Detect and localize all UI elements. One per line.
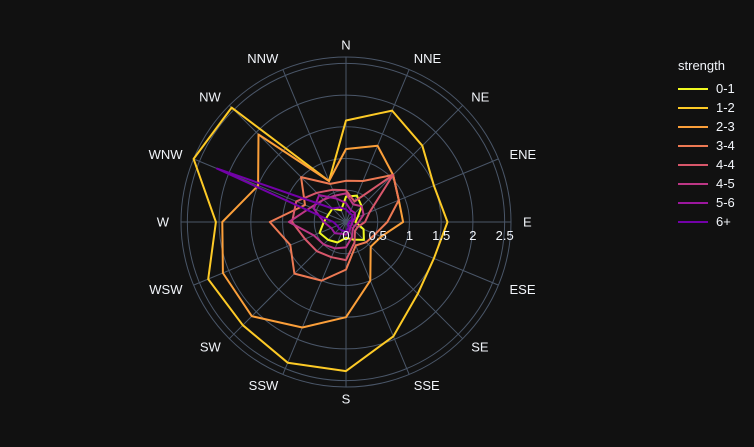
legend: strength 0-1 1-2 2-3 3-4 4-4 4-5 5-6 6+	[668, 58, 735, 231]
angular-tick-label: E	[523, 215, 532, 230]
legend-label: 1-2	[716, 100, 735, 115]
angular-tick-label: SE	[471, 340, 489, 355]
legend-label: 3-4	[716, 138, 735, 153]
legend-item[interactable]: 1-2	[668, 98, 735, 117]
radial-tick-label: 0.5	[369, 228, 387, 243]
angular-gridline	[282, 221, 347, 375]
angular-tick-label: SW	[200, 340, 222, 355]
legend-label: 2-3	[716, 119, 735, 134]
legend-item[interactable]: 2-3	[668, 117, 735, 136]
legend-swatch	[678, 125, 708, 128]
legend-swatch	[678, 87, 708, 90]
angular-tick-label: NNE	[414, 51, 442, 66]
legend-item[interactable]: 4-4	[668, 155, 735, 174]
angular-tick-label: NW	[199, 89, 221, 104]
legend-label: 4-4	[716, 157, 735, 172]
radial-tick-label: 1.5	[432, 228, 450, 243]
series-line-0-1	[318, 194, 365, 244]
angular-gridline	[345, 221, 410, 375]
angular-tick-label: NE	[471, 89, 489, 104]
axis-labels: N NNE NE ENE E ESE SE SSE S SSW SW WSW W WNW NW NNW 0 0.5…	[149, 38, 537, 407]
legend-item[interactable]: 3-4	[668, 136, 735, 155]
legend-swatch	[678, 144, 708, 147]
series-line-1-2	[192, 106, 449, 373]
angular-tick-label: N	[341, 38, 350, 53]
radial-tick-label: 1	[406, 228, 413, 243]
angular-tick-label: ENE	[510, 147, 537, 162]
radial-tick-label: 2	[469, 228, 476, 243]
legend-items: 0-1 1-2 2-3 3-4 4-4 4-5 5-6 6+	[668, 79, 735, 231]
angular-tick-label: WSW	[149, 282, 183, 297]
legend-swatch	[678, 163, 708, 166]
legend-swatch	[678, 106, 708, 109]
legend-item[interactable]: 0-1	[668, 79, 735, 98]
series-line-3-4	[268, 173, 400, 282]
angular-gridline	[345, 104, 464, 223]
angular-tick-label: WNW	[149, 147, 184, 162]
legend-label: 5-6	[716, 195, 735, 210]
legend-title: strength	[678, 58, 725, 73]
legend-label: 4-5	[716, 176, 735, 191]
series-group	[192, 106, 449, 373]
legend-item[interactable]: 4-5	[668, 174, 735, 193]
angular-tick-label: SSE	[414, 378, 440, 393]
angular-gridline	[228, 104, 347, 223]
legend-item[interactable]: 5-6	[668, 193, 735, 212]
angular-tick-label: ESE	[510, 282, 536, 297]
polar-grid	[180, 56, 512, 388]
angular-gridline	[345, 158, 499, 223]
angular-tick-label: S	[342, 392, 351, 407]
legend-label: 6+	[716, 214, 731, 229]
angular-tick-label: W	[157, 215, 170, 230]
legend-label: 0-1	[716, 81, 735, 96]
series-line-6+	[216, 167, 354, 233]
legend-item[interactable]: 6+	[668, 212, 735, 231]
radial-tick-label: 2.5	[496, 228, 514, 243]
angular-gridline	[282, 69, 347, 223]
angular-tick-label: SSW	[249, 378, 279, 393]
legend-swatch	[678, 182, 708, 185]
angular-tick-label: NNW	[247, 51, 279, 66]
legend-swatch	[678, 201, 708, 204]
angular-gridline	[345, 221, 499, 286]
legend-swatch	[678, 220, 708, 223]
series-line-5-6	[312, 194, 356, 236]
radial-tick-label: 0	[342, 228, 349, 243]
angular-gridline	[228, 221, 347, 340]
